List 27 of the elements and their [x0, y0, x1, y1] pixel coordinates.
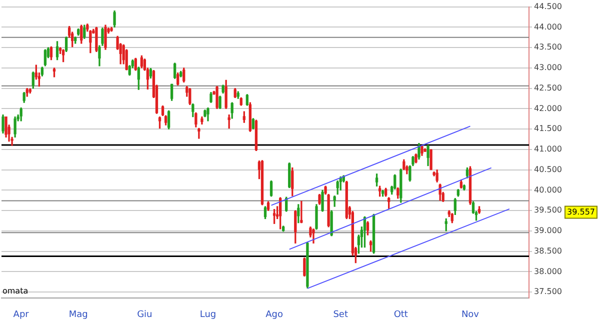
y-tick-label: 41.500 [534, 124, 562, 134]
x-tick-label: Apr [13, 310, 30, 320]
x-tick-label: Set [333, 310, 348, 320]
y-tick-label: 39.500 [534, 206, 562, 215]
candlestick [300, 200, 303, 224]
candlestick [228, 114, 230, 129]
x-tick-label: Mag [68, 310, 88, 320]
y-tick-label: 42.000 [534, 104, 562, 113]
text: 39.557 [567, 207, 595, 216]
y-tick-label: 38.500 [534, 246, 562, 256]
y-tick-label: 43.000 [534, 63, 562, 72]
x-tick-label: Ott [394, 310, 408, 320]
y-tick-label: 42.500 [534, 83, 562, 92]
x-tick-label: Nov [461, 310, 480, 320]
x-tick-label: Giu [137, 310, 152, 320]
y-tick-label: 40.000 [534, 185, 562, 194]
y-tick-label: 39.000 [534, 226, 562, 236]
y-tick-label: 40.500 [534, 164, 562, 174]
y-tick-label: 44.500 [534, 2, 562, 11]
x-tick-label: Lug [200, 310, 216, 320]
y-tick-label: 43.500 [534, 42, 562, 52]
y-tick-label: 41.000 [534, 144, 562, 154]
y-tick-label: 38.000 [534, 266, 562, 276]
x-tick-label: Ago [266, 310, 284, 320]
y-tick-label: 44.000 [534, 22, 562, 32]
y-tick-label: 37.500 [534, 287, 562, 296]
annotation: omata [2, 286, 28, 296]
